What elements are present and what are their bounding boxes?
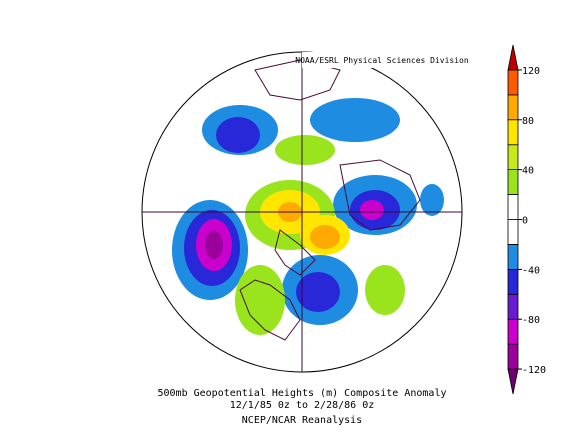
colorbar-band (507, 343, 519, 370)
colorbar-band (507, 368, 519, 395)
colorbar-tick-label: 80 (522, 116, 534, 127)
colorbar-band (507, 268, 519, 295)
anomaly-field (172, 98, 444, 335)
caption: NCEP/NCAR Reanalysis (242, 415, 362, 426)
caption: 500mb Geopotential Heights (m) Composite… (158, 388, 447, 399)
colorbar-band (507, 219, 519, 245)
colorbar-tick-label: 40 (522, 166, 534, 177)
colorbar-tick-label: -40 (522, 265, 540, 276)
colorbar-band (507, 318, 519, 345)
colorbar-band (507, 194, 519, 220)
colorbar-band (507, 119, 519, 146)
colorbar-tick-label: -80 (522, 315, 540, 326)
colorbar-band (507, 169, 519, 195)
colorbar-band (507, 244, 519, 270)
coastlines (239, 59, 421, 341)
colorbar-band (507, 44, 519, 71)
colorbar-tick-label: -120 (522, 365, 546, 376)
colorbar-band (507, 144, 519, 171)
colorbar-tick-label: 0 (522, 216, 528, 227)
credit: NOAA/ESRL Physical Sciences Division (295, 56, 469, 65)
caption: 12/1/85 0z to 2/28/86 0z (230, 400, 375, 411)
colorbar: 120 80 40 0 -40 -80 -120 (507, 44, 546, 395)
colorbar-band (507, 94, 519, 121)
colorbar-tick-label: 120 (522, 66, 540, 77)
credit-box (302, 52, 462, 68)
colorbar-band (507, 69, 519, 96)
colorbar-band (507, 293, 519, 320)
